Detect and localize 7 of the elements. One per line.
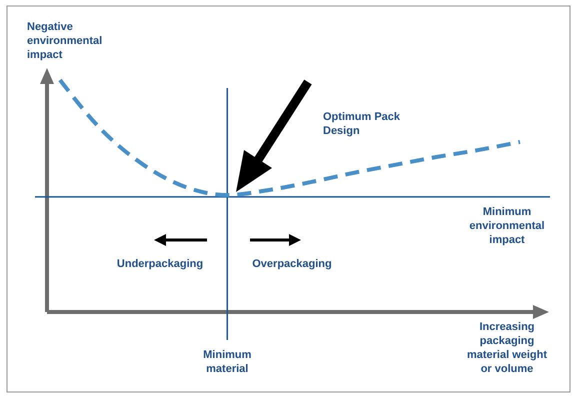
annotation: Underpackaging (116, 258, 204, 270)
annotation: Overpackaging (252, 258, 332, 270)
x-axis-title: Increasing packaging material weight or volume (466, 321, 548, 375)
annotation: Optimum Pack Design (323, 111, 401, 137)
text: Minimum material (203, 349, 252, 375)
ref-line-label: Minimum environmental impact (469, 206, 545, 246)
y-axis-title: Negative environmental impact (27, 21, 102, 61)
